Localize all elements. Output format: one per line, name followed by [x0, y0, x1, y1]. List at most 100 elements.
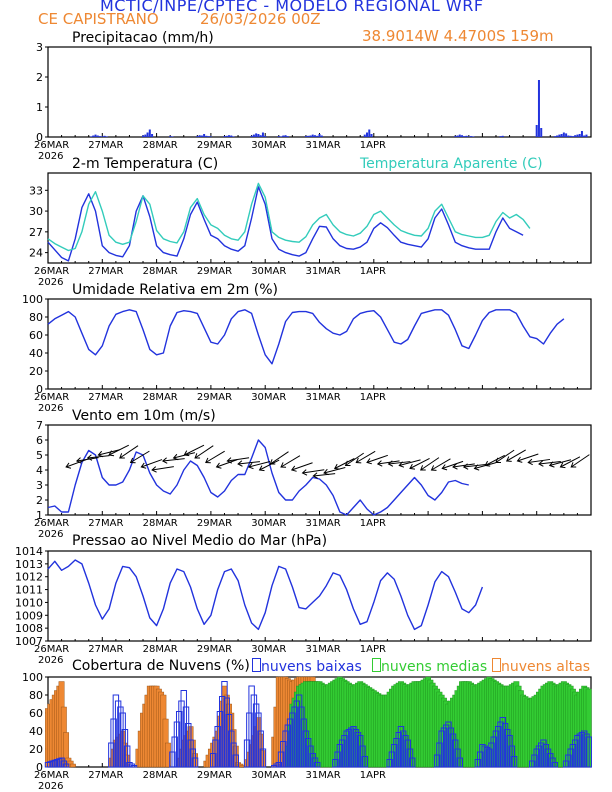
wind-arrow: [151, 466, 174, 471]
wind-arrow: [194, 445, 214, 459]
wind-arrow-head: [344, 460, 351, 467]
wind-arrow-head: [205, 457, 211, 464]
precip-bar: [232, 136, 235, 137]
wind-arrow: [270, 451, 289, 465]
wind-arrow-head: [516, 456, 523, 463]
precip-bar: [456, 135, 459, 137]
precip-bar: [320, 135, 323, 137]
temp-ytick-label: 27: [29, 226, 43, 239]
wind-arrow: [366, 454, 388, 463]
wind-arrow: [291, 462, 313, 471]
mslp-xtick-label: 28MAR: [143, 644, 178, 655]
wind-ytick-label: 5: [36, 449, 43, 462]
precip-bar: [151, 134, 154, 137]
wind-ytick-label: 6: [36, 434, 43, 447]
cloud-bar-nuvens-altas: [164, 742, 171, 768]
wind-arrow: [130, 450, 150, 463]
wind-arrow: [141, 459, 163, 468]
clouds-xtick-label: 28MAR: [143, 770, 178, 781]
clouds-xtick-label: 29MAR: [197, 770, 232, 781]
mslp-xtick-label: 1APR: [360, 644, 386, 655]
clouds-xtick-label: 26MAR: [34, 770, 69, 781]
wind-arrow-head: [183, 450, 190, 457]
temp-line-Temperatura: [47, 186, 524, 262]
wind-arrow: [399, 459, 421, 466]
wind-arrow: [323, 466, 346, 474]
location-label: CE CAPISTRANO: [38, 10, 159, 28]
temp-xtick-label: 30MAR: [251, 266, 286, 277]
rh-ytick-label: 40: [29, 347, 43, 360]
precip-bar: [261, 132, 264, 137]
clouds-xtick-label: 1APR: [360, 770, 386, 781]
precip-xtick-label: 1APR: [360, 140, 386, 151]
precip-ytick-label: 0: [36, 131, 43, 144]
clouds-xtick-label: 27MAR: [88, 770, 123, 781]
wind-arrow: [119, 445, 139, 459]
wind-arrow-head: [269, 459, 276, 465]
wind-arrow-head: [333, 463, 340, 470]
precip-bar: [363, 134, 366, 137]
legend-high-clouds: nuvens altas: [492, 658, 590, 675]
legend-low-label: nuvens baixas: [261, 659, 362, 675]
rh-xtick-label: 28MAR: [143, 392, 178, 403]
wind-arrow-head: [452, 463, 458, 470]
clouds-ytick-label: 0: [36, 761, 43, 774]
clouds-ytick-label: 20: [29, 743, 43, 756]
wind-arrow-head: [548, 461, 555, 468]
mslp-xtick-label: 29MAR: [197, 644, 232, 655]
precip-ytick-label: 2: [36, 71, 43, 84]
wind-arrow: [517, 453, 539, 462]
precip-bar: [284, 135, 287, 137]
wind-arrow-head: [140, 462, 147, 469]
rh-title: Umidade Relativa em 2m (%): [72, 282, 278, 298]
wind-arrow-head: [301, 469, 308, 476]
mslp-ytick-label: 1011: [15, 584, 43, 597]
wind-arrow: [409, 457, 430, 469]
precip-bar: [537, 80, 540, 137]
wind-arrow-head: [462, 463, 469, 470]
rh-ytick-label: 20: [29, 365, 43, 378]
wind-year-label: 2026: [38, 529, 63, 540]
precip-bar: [205, 135, 208, 137]
clouds-year-label: 2026: [38, 781, 63, 792]
precip-bar: [146, 132, 149, 137]
mslp-ytick-label: 1010: [15, 596, 43, 609]
wind-arrow-head: [495, 457, 501, 464]
wind-arrow-head: [129, 457, 136, 464]
wind-ytick-label: 7: [36, 419, 43, 432]
wind-arrow: [162, 458, 185, 462]
wind-arrow: [345, 452, 364, 466]
precip-bar: [92, 135, 95, 137]
precip-title: Precipitacao (mm/h): [72, 30, 214, 46]
clouds-xtick-label: 30MAR: [251, 770, 286, 781]
temp-ytick-label: 30: [29, 205, 43, 218]
precip-bar: [535, 125, 538, 137]
wind-arrow-head: [226, 457, 233, 464]
cloud-bar-nuvens-baixas: [259, 748, 267, 768]
wind-arrow-head: [527, 458, 533, 466]
wind-arrow-head: [119, 453, 125, 459]
wind-xtick-label: 1APR: [360, 518, 386, 529]
wind-arrow-head: [570, 462, 577, 468]
wind-line-Vento: [47, 439, 469, 516]
precip-bar: [467, 136, 470, 137]
wind-arrow: [313, 473, 336, 477]
precip-bar: [318, 134, 321, 137]
precip-bar: [463, 136, 466, 137]
cloud-bar-nuvens-baixas: [585, 736, 592, 768]
wind-xtick-label: 31MAR: [306, 518, 341, 529]
wind-arrow-head: [172, 453, 179, 461]
cloud-bar-nuvens-baixas: [551, 762, 559, 768]
wind-arrow-head: [65, 462, 72, 469]
precip-xtick-label: 26MAR: [34, 140, 69, 151]
cloud-bar-nuvens-altas: [69, 763, 76, 768]
wind-arrow: [356, 450, 376, 463]
wind-title: Vento em 10m (m/s): [72, 408, 216, 424]
coords-label: 38.9014W 4.4700S 159m: [362, 27, 554, 45]
wind-arrow: [248, 461, 271, 468]
precip-bar: [99, 136, 102, 137]
clouds-ytick-label: 80: [29, 689, 43, 702]
precip-bar: [458, 134, 461, 137]
mslp-xtick-label: 31MAR: [306, 644, 341, 655]
wind-arrow: [420, 457, 440, 471]
